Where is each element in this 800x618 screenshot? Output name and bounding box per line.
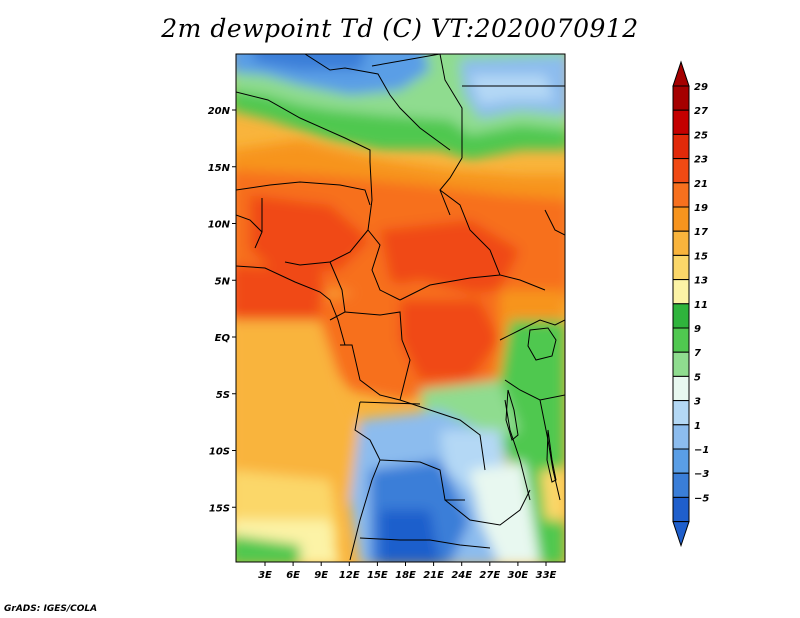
colorbar-swatch [672, 375, 690, 402]
plot-title: 2m dewpoint Td (C) VT:2020070912 [161, 14, 639, 43]
lat-tick-label: 20N [208, 106, 231, 117]
colorbar-swatch [672, 303, 690, 329]
colorbar-label: 7 [694, 348, 701, 359]
colorbar-min-arrow [672, 521, 690, 548]
colorbar-swatch [672, 327, 690, 353]
colorbar-label: 9 [694, 324, 701, 335]
lat-tick-label: 10N [208, 220, 231, 231]
colorbar-label: 25 [694, 130, 708, 141]
lon-tick-label: 12E [339, 570, 360, 581]
latitude-axis: 20N 15N 10N 5N EQ 5S 10S 15S [208, 106, 236, 514]
colorbar-max-arrow [672, 60, 690, 87]
grads-credit: GrADS: IGES/COLA [4, 604, 98, 614]
lon-tick-label: 6E [286, 570, 300, 581]
lat-tick-label: 5N [215, 276, 231, 287]
colorbar-label: −3 [694, 469, 709, 480]
colorbar-label: 27 [694, 106, 708, 117]
colorbar-label: −5 [694, 493, 709, 504]
lon-tick-label: 21E [423, 570, 444, 581]
lat-tick-label: 15S [209, 503, 230, 514]
lon-tick-label: 3E [258, 570, 272, 581]
colorbar-swatch [672, 472, 690, 498]
colorbar-swatch [672, 206, 690, 232]
colorbar-label: 29 [694, 82, 708, 93]
country-borders [236, 54, 565, 561]
colorbar-swatch [672, 182, 690, 208]
lon-tick-label: 30E [508, 570, 529, 581]
colorbar-label: 21 [694, 179, 708, 190]
lat-tick-label: EQ [215, 333, 231, 344]
colorbar: 29 27 25 23 21 19 17 15 13 11 9 7 5 3 1 −1 −3 −5 [672, 60, 709, 548]
lon-tick-label: 24E [451, 570, 472, 581]
colorbar-swatch [672, 424, 690, 450]
colorbar-label: 5 [694, 372, 701, 383]
colorbar-swatch [672, 279, 690, 305]
colorbar-swatch [672, 448, 690, 474]
colorbar-label: 23 [694, 155, 708, 166]
lon-tick-label: 27E [479, 570, 500, 581]
colorbar-label: −1 [694, 445, 709, 456]
lat-tick-label: 10S [209, 447, 230, 458]
colorbar-swatch [672, 496, 690, 523]
colorbar-label: 3 [694, 397, 701, 408]
colorbar-label: 19 [694, 203, 708, 214]
map-frame [235, 53, 566, 563]
colorbar-swatch [672, 230, 690, 256]
lat-tick-label: 5S [216, 390, 230, 401]
colorbar-swatch [672, 109, 690, 135]
lat-tick-label: 15N [208, 163, 231, 174]
colorbar-label: 13 [694, 276, 708, 287]
colorbar-swatch [672, 351, 690, 377]
colorbar-swatch [672, 400, 690, 426]
longitude-axis: 3E 6E 9E 12E 15E 18E 21E 24E 27E 30E 33E [258, 562, 557, 581]
lon-tick-label: 33E [536, 570, 557, 581]
colorbar-label: 1 [694, 421, 701, 432]
colorbar-swatch [672, 254, 690, 281]
lon-tick-label: 18E [395, 570, 416, 581]
colorbar-label: 15 [694, 251, 708, 262]
colorbar-label: 17 [694, 227, 708, 238]
colorbar-swatch [672, 133, 690, 160]
dewpoint-field [236, 54, 565, 562]
colorbar-swatch [672, 85, 690, 111]
lon-tick-label: 15E [367, 570, 388, 581]
colorbar-label: 11 [694, 300, 708, 311]
lon-tick-label: 9E [314, 570, 328, 581]
colorbar-swatch [672, 158, 690, 184]
